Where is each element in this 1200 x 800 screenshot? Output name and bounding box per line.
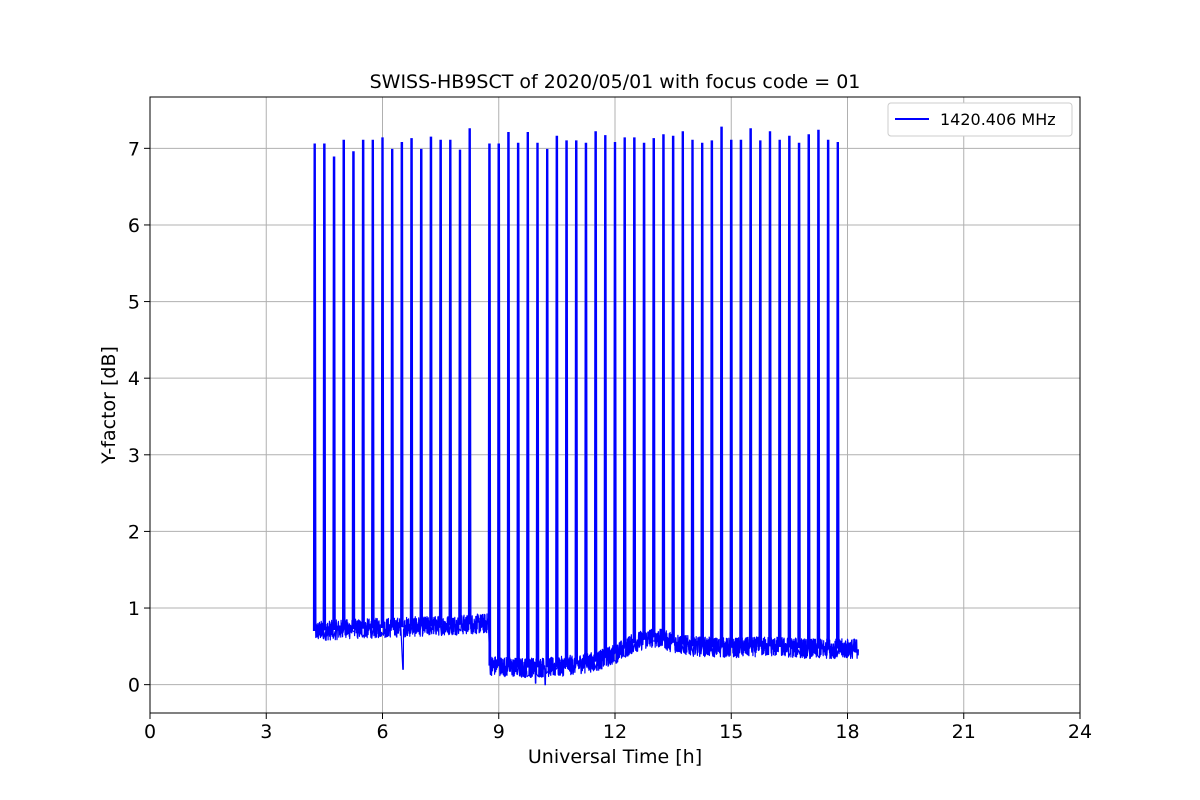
series-spike	[409, 138, 414, 627]
x-tick-label: 21	[952, 721, 976, 743]
series-spike	[526, 132, 530, 668]
y-tick-label: 3	[128, 445, 140, 467]
series-spike	[632, 137, 637, 644]
y-tick-label: 2	[128, 521, 140, 543]
series-spike	[603, 135, 608, 659]
series-spike	[826, 139, 830, 649]
series-spike	[458, 149, 462, 625]
series-spike	[390, 148, 394, 628]
legend-label: 1420.406 MHz	[940, 110, 1056, 129]
legend: 1420.406 MHz	[887, 102, 1073, 137]
series-spike	[545, 148, 549, 668]
y-tick-label: 4	[128, 368, 140, 390]
series-spike	[342, 139, 346, 630]
series-spike	[739, 139, 743, 648]
series-spike	[322, 143, 327, 631]
series-spike	[710, 140, 714, 648]
x-tick-label: 24	[1068, 721, 1092, 743]
series-spike	[768, 131, 772, 647]
series-spike	[312, 143, 317, 632]
series-spike	[661, 134, 666, 641]
series-spike	[787, 135, 792, 648]
series-spike	[574, 140, 578, 665]
y-tick-label: 6	[128, 215, 140, 237]
series-spike	[400, 142, 404, 628]
series-spike	[361, 139, 365, 629]
y-tick-label: 7	[128, 138, 140, 160]
series-spike	[690, 139, 695, 647]
series-spike	[681, 131, 685, 645]
series-spike	[700, 142, 704, 647]
x-tick-label: 12	[603, 721, 627, 743]
series-spike	[429, 136, 433, 627]
series-spike	[555, 135, 559, 668]
series-spike	[836, 142, 840, 649]
x-axis-label: Universal Time [h]	[528, 746, 702, 768]
plot-area	[312, 126, 859, 686]
series-spike	[371, 139, 375, 629]
series-spike	[622, 137, 627, 649]
y-tick-label: 1	[128, 598, 140, 620]
series-spike	[729, 139, 733, 648]
x-tick-label: 15	[719, 721, 743, 743]
series-spike	[438, 139, 443, 626]
series-spike	[584, 142, 588, 664]
series-spike	[467, 128, 472, 625]
series-spike	[748, 128, 753, 648]
series-spike	[758, 140, 763, 647]
series-spike	[487, 143, 492, 666]
x-tick-label: 3	[260, 721, 272, 743]
series-spike	[380, 137, 385, 629]
series-spike	[419, 148, 423, 627]
series-spike	[448, 139, 453, 626]
series-spike	[613, 142, 617, 655]
series-spike	[642, 142, 646, 641]
series-spike	[593, 131, 598, 662]
series-spike	[719, 126, 724, 648]
x-tick-label: 6	[376, 721, 388, 743]
series-spike	[506, 132, 511, 668]
series-spike	[777, 139, 782, 648]
x-tick-label: 0	[144, 721, 156, 743]
series-spike	[351, 151, 356, 630]
series-spike	[816, 129, 821, 649]
series-spike	[797, 142, 801, 649]
series-spike	[332, 156, 336, 631]
series-spike	[535, 142, 540, 668]
series-spike	[516, 142, 520, 668]
series-spike	[652, 138, 656, 638]
series-spike	[807, 134, 811, 649]
series-spike	[564, 140, 569, 666]
legend-box	[887, 102, 1073, 137]
x-tick-label: 18	[835, 721, 859, 743]
x-tick-label: 9	[493, 721, 505, 743]
series-spike	[497, 143, 501, 667]
y-tick-label: 0	[128, 675, 140, 697]
series-spike	[671, 135, 675, 643]
y-axis-label: Y-factor [dB]	[98, 346, 120, 465]
y-tick-label: 5	[128, 292, 140, 314]
chart-title: SWISS-HB9SCT of 2020/05/01 with focus co…	[370, 71, 861, 93]
